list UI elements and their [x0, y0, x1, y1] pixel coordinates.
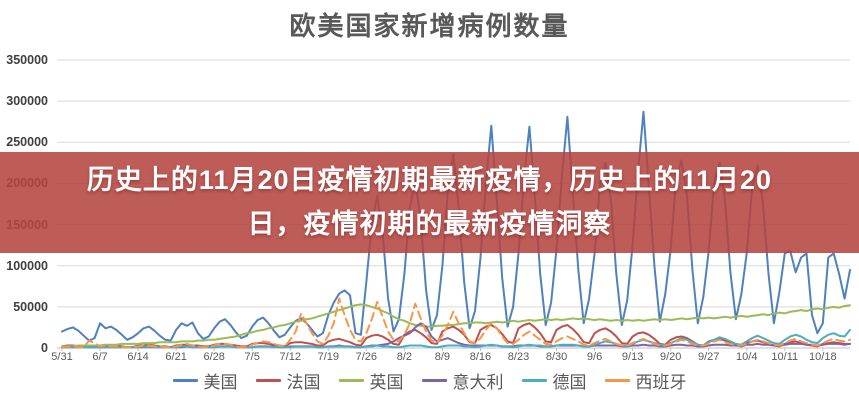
x-axis-label: 7/5	[244, 351, 260, 363]
x-axis-label: 8/2	[396, 351, 413, 363]
legend-label-spain: 西班牙	[635, 373, 687, 392]
legend-item-italy: 意大利	[421, 368, 504, 393]
x-axis-label: 6/14	[127, 351, 149, 363]
x-axis-label: 10/18	[809, 351, 837, 363]
y-axis-label: 0	[41, 341, 48, 355]
series-line-spain	[61, 297, 851, 349]
x-axis-label: 8/9	[434, 351, 451, 363]
banner-text-line-1: 历史上的11月20日疫情初期最新疫情，历史上的11月20	[86, 164, 773, 195]
legend-label-usa: 美国	[203, 373, 238, 392]
x-axis-label: 9/6	[586, 351, 603, 363]
series-line-uk	[61, 303, 851, 348]
x-axis-label: 10/11	[771, 351, 799, 363]
x-axis-label: 10/4	[736, 351, 758, 363]
y-axis-label: 300000	[6, 94, 48, 109]
legend-label-france: 法国	[286, 373, 321, 392]
y-axis-label: 100000	[6, 258, 48, 273]
x-axis-label: 8/30	[545, 351, 568, 363]
legend-item-usa: 美国	[172, 368, 238, 393]
legend-swatch-germany	[521, 379, 547, 382]
legend-swatch-usa	[172, 379, 198, 382]
chart-legend: 美国 法国 英国 意大利 德国 西班牙	[0, 368, 859, 393]
x-axis-label: 6/21	[165, 351, 187, 363]
overlay-banner: 历史上的11月20日疫情初期最新疫情，历史上的11月20 日，疫情初期的最新疫情…	[0, 152, 859, 253]
x-axis-label: 6/28	[203, 351, 225, 363]
legend-label-italy: 意大利	[452, 373, 504, 392]
x-axis-label: 5/31	[51, 351, 73, 363]
x-axis-label: 8/23	[507, 351, 530, 363]
x-axis-label: 7/19	[317, 351, 339, 363]
series-line-germany	[61, 328, 851, 349]
legend-item-spain: 西班牙	[604, 368, 687, 393]
legend-item-france: 法国	[255, 368, 321, 393]
legend-swatch-uk	[338, 379, 364, 382]
banner-text-line-2: 日，疫情初期的最新疫情洞察	[247, 208, 612, 239]
x-axis-label: 8/16	[469, 351, 492, 363]
x-axis-label: 7/12	[279, 351, 301, 363]
legend-swatch-france	[255, 379, 281, 382]
legend-item-uk: 英国	[338, 368, 404, 393]
chart-title: 欧美国家新增病例数量	[289, 11, 570, 41]
y-axis-label: 50000	[13, 299, 48, 314]
legend-label-uk: 英国	[369, 373, 404, 392]
x-axis-label: 9/13	[621, 351, 644, 363]
y-axis-label: 250000	[6, 135, 48, 150]
legend-item-germany: 德国	[521, 368, 587, 393]
y-axis-label: 350000	[6, 53, 48, 67]
legend-swatch-italy	[421, 379, 447, 382]
x-axis-label: 9/27	[697, 351, 720, 363]
legend-swatch-spain	[604, 379, 630, 382]
x-axis-label: 6/7	[92, 351, 108, 363]
legend-label-germany: 德国	[552, 373, 587, 392]
x-axis-label: 7/26	[355, 351, 378, 363]
x-axis-label: 9/20	[659, 351, 682, 363]
